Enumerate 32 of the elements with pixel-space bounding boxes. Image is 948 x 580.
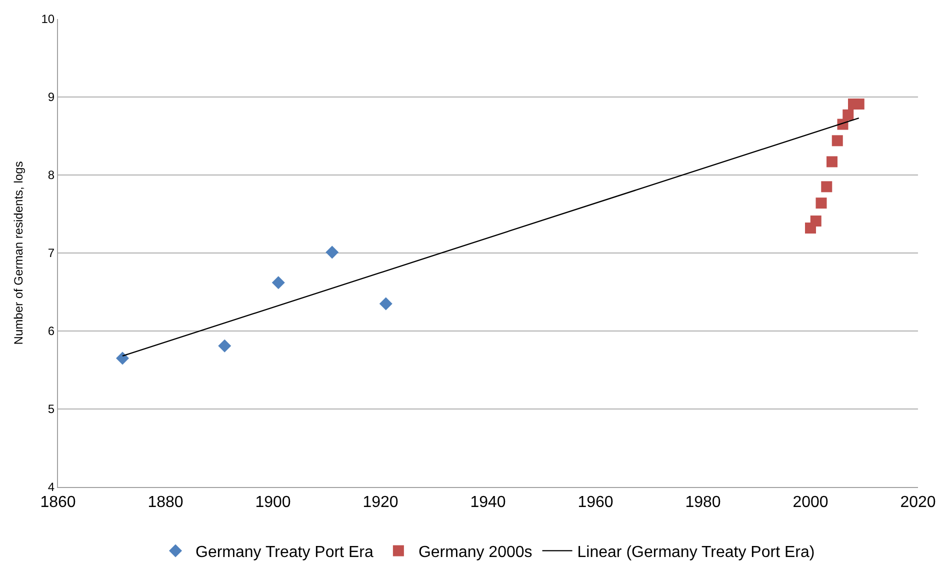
x-tick-label: 1920 [362, 494, 398, 512]
x-tick-label: 2000 [792, 494, 828, 512]
x-tick-label: 1880 [148, 494, 184, 512]
y-axis-title: Number of German residents, logs [12, 161, 26, 345]
point [826, 156, 838, 168]
point [379, 297, 392, 310]
y-tick-label: 6 [48, 324, 55, 338]
point [816, 198, 827, 209]
x-tick-label: 1860 [40, 494, 76, 512]
point [272, 276, 285, 290]
point [853, 98, 864, 110]
x-tick-label: 1940 [470, 494, 506, 512]
point [821, 181, 832, 192]
point [842, 109, 854, 120]
legend-label: Linear (Germany Treaty Port Era) [577, 544, 815, 561]
point [832, 135, 843, 146]
point [218, 339, 232, 352]
point [326, 246, 339, 259]
x-tick-label: 2020 [900, 494, 936, 512]
y-tick-label: 9 [48, 90, 55, 104]
x-tick-label: 1900 [255, 494, 291, 512]
y-tick-label: 10 [41, 12, 55, 26]
legend-label: Germany 2000s [418, 544, 532, 561]
x-tick-label: 1960 [578, 494, 614, 512]
point [116, 352, 129, 365]
x-tick-label: 1980 [685, 494, 721, 512]
y-tick-label: 5 [48, 402, 55, 416]
y-tick-label: 7 [48, 246, 55, 260]
point [810, 216, 822, 227]
y-tick-label: 8 [48, 168, 55, 182]
y-tick-label: 4 [48, 480, 55, 494]
legend-label: Germany Treaty Port Era [196, 544, 374, 561]
